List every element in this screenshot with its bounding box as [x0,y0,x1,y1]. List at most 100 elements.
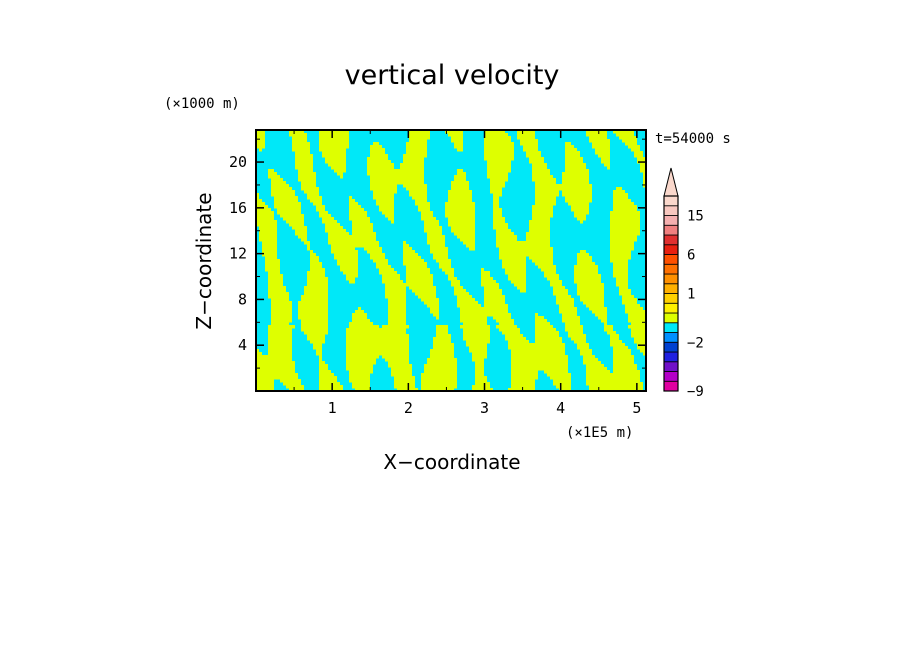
field-cell [256,214,274,218]
field-cell [421,298,439,302]
field-cell [271,190,295,194]
field-cell [577,289,604,293]
field-cell [565,166,586,170]
field-cell [259,148,262,152]
field-cell [385,289,406,293]
field-cell [268,280,283,284]
field-cell [517,130,535,134]
field-cell [613,271,628,275]
field-cell [316,208,325,212]
field-cell [409,286,436,290]
plot-frame [255,129,647,392]
field-cell [427,304,439,308]
field-cell [511,364,568,368]
field-cell [634,151,643,155]
field-cell [448,223,475,227]
field-cell [553,292,568,296]
y-axis-label: Z−coordinate [192,192,216,329]
field-cell [493,223,508,227]
field-cell [454,175,466,179]
field-cell [406,145,427,149]
field-cell [577,259,592,263]
field-cell [403,184,427,188]
field-cell [487,172,508,176]
field-cell [295,151,310,155]
field-cell [403,250,415,254]
field-cell [301,298,328,302]
field-cell [586,133,607,137]
field-cell [256,217,274,221]
field-cell [388,301,406,305]
field-cell [295,163,313,167]
field-cell [577,217,586,221]
field-cell [283,217,304,221]
field-cell [580,298,604,302]
field-cell [319,130,349,134]
field-cell [388,217,394,221]
field-cell [610,253,631,257]
field-cell [301,322,328,326]
field-cell [487,169,511,173]
field-cell [496,232,514,236]
field-cell [421,388,454,391]
field-cell [319,214,331,218]
field-cell [484,133,508,137]
field-cell [268,283,283,287]
colorbar-segment [663,351,679,363]
field-cell [448,220,475,224]
field-cell [325,160,346,164]
field-cell [430,307,439,311]
field-cell [631,328,646,332]
field-cell [631,148,640,152]
field-cell [292,139,307,143]
field-cell [580,295,604,299]
field-cell [511,361,568,365]
field-cell [625,310,646,314]
field-cell [421,379,457,383]
field-cell [529,220,550,224]
field-cell [580,349,592,353]
field-cell [577,262,595,266]
field-cell [490,187,502,191]
field-cell [445,271,454,275]
field-cell [469,247,475,251]
field-cell [352,232,376,236]
field-cell [424,370,457,374]
field-cell [550,280,562,284]
field-cell [481,277,493,281]
field-cell [619,292,631,296]
field-cell [355,388,370,391]
field-cell [481,271,490,275]
field-cell [445,214,475,218]
field-cell [376,262,388,266]
field-cell [550,283,562,287]
field-cell [595,151,610,155]
field-cell [394,379,415,383]
field-cell [268,325,295,329]
field-cell [457,298,475,302]
field-cell [475,382,490,386]
field-cell [334,256,358,260]
field-cell [352,313,367,317]
field-cell [292,142,310,146]
field-cell [568,334,586,338]
field-cell [445,205,475,209]
field-cell [349,370,373,374]
field-cell [586,367,607,371]
field-cell [580,352,592,356]
field-cell [577,286,604,290]
field-cell [421,385,457,389]
field-cell [457,235,475,239]
field-cell [256,205,268,209]
field-cell [388,361,409,365]
field-cell [574,268,598,272]
field-cell [565,322,580,326]
field-cell [451,187,469,191]
field-cell [511,358,568,362]
field-cell [256,355,292,359]
field-cell [535,190,559,194]
field-cell [484,295,505,299]
field-cell [409,130,430,134]
field-cell [532,169,550,173]
field-cell [484,304,508,308]
